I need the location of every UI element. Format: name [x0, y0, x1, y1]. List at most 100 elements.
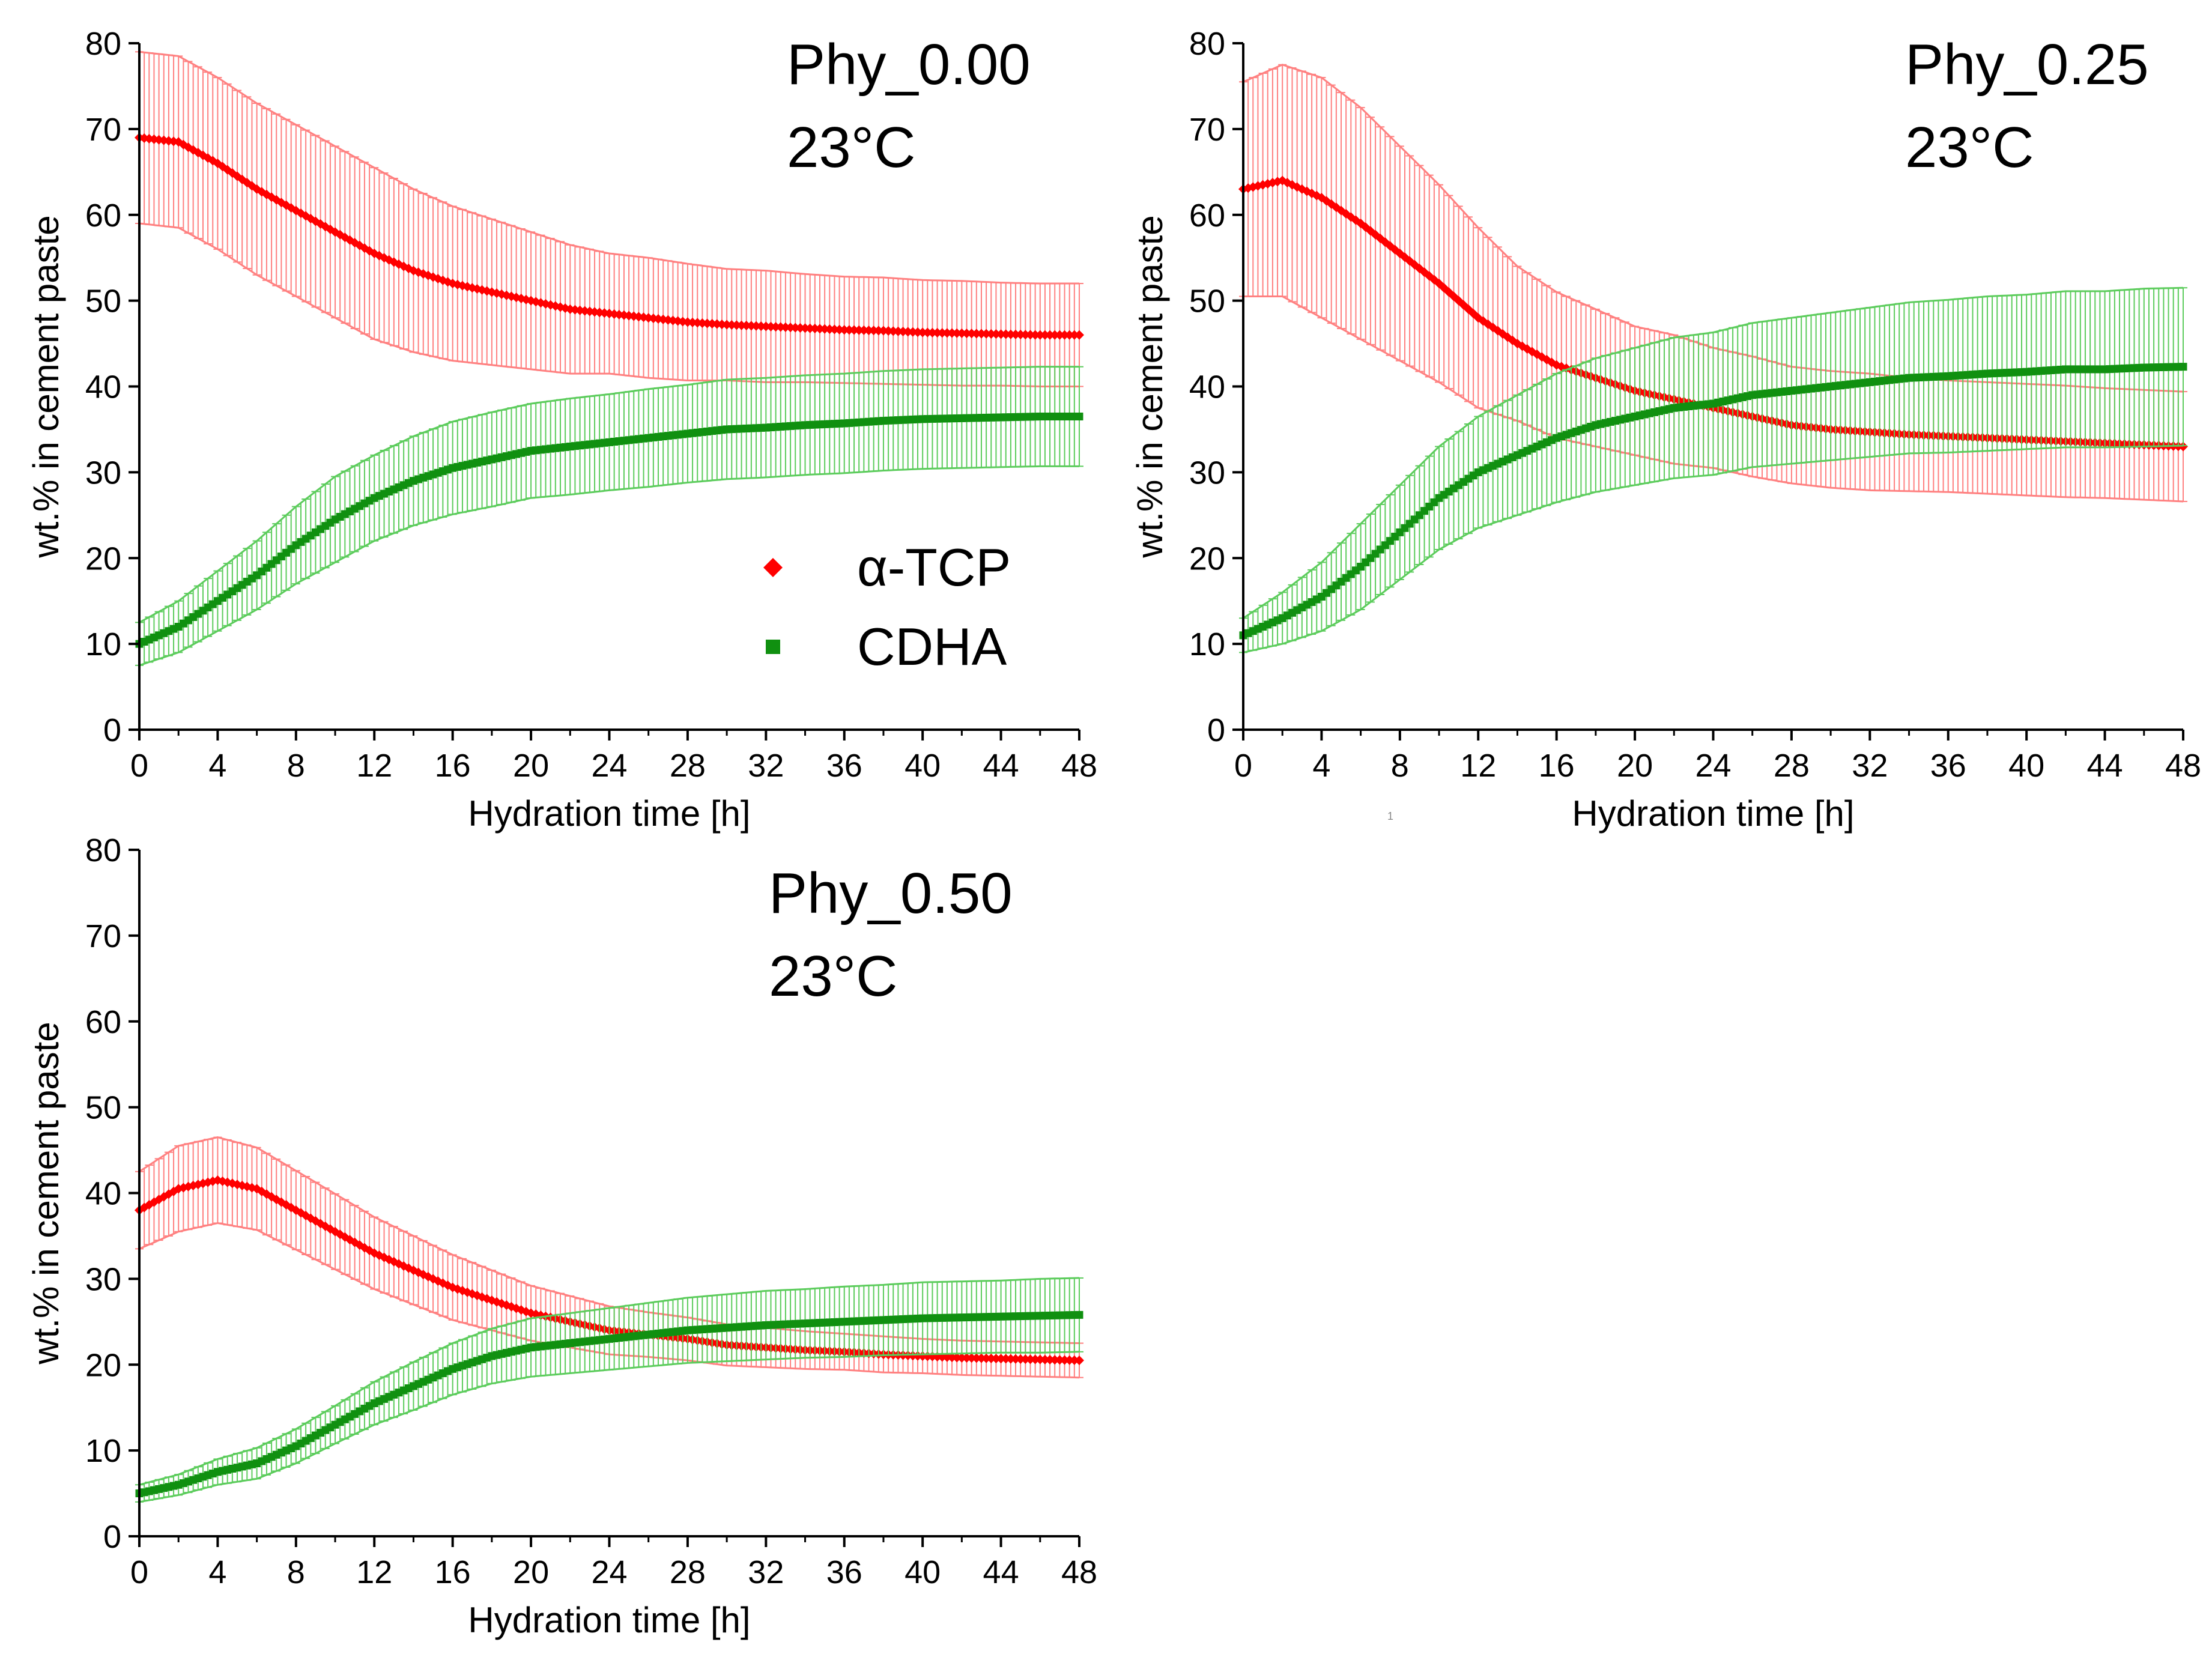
panel-subtitle: 23°C [769, 944, 898, 1008]
x-tick-label: 16 [435, 1554, 471, 1590]
x-tick-label: 44 [2087, 748, 2123, 784]
legend-label: α-TCP [857, 538, 1011, 597]
error-envelope-upper [139, 50, 1079, 285]
panel-subtitle: 23°C [1905, 115, 2034, 180]
data-point-alpha-tcp [536, 298, 546, 308]
series-cdha [135, 366, 1083, 667]
x-tick-label: 20 [1617, 748, 1653, 784]
x-tick-label: 28 [670, 1554, 706, 1590]
series-cdha [135, 1277, 1083, 1503]
data-point-alpha-tcp [1064, 330, 1074, 340]
data-point-alpha-tcp [144, 133, 154, 144]
x-tick-label: 24 [591, 748, 627, 784]
y-tick-label: 20 [1189, 541, 1225, 577]
y-tick-label: 50 [1189, 283, 1225, 320]
x-tick-label: 28 [670, 748, 706, 784]
x-tick-label: 36 [826, 748, 862, 784]
x-tick-label: 44 [983, 1554, 1019, 1590]
x-tick-label: 8 [287, 748, 305, 784]
x-tick-label: 48 [1061, 748, 1097, 784]
y-tick-label: 30 [85, 455, 121, 491]
y-axis-label: wt.% in cement paste [26, 215, 66, 558]
x-tick-label: 32 [748, 748, 784, 784]
y-tick-label: 40 [1189, 369, 1225, 405]
y-tick-label: 10 [1189, 626, 1225, 662]
y-tick-label: 60 [85, 198, 121, 234]
panel-title: Phy_0.25 [1905, 32, 2149, 97]
y-tick-label: 0 [1207, 712, 1225, 748]
y-tick-label: 20 [85, 1347, 121, 1383]
y-tick-label: 50 [85, 283, 121, 320]
x-tick-label: 24 [1695, 748, 1731, 784]
data-point-alpha-tcp [1074, 330, 1084, 340]
y-tick-label: 0 [103, 1519, 121, 1555]
data-point-alpha-tcp [301, 1211, 311, 1221]
x-axis-label: Hydration time [h] [1572, 793, 1854, 834]
y-tick-label: 10 [85, 1433, 121, 1469]
panel-subtitle: 23°C [787, 115, 916, 180]
legend-label: CDHA [857, 617, 1007, 676]
y-axis-label: wt.% in cement paste [1130, 215, 1170, 558]
data-point-alpha-tcp [1055, 330, 1065, 340]
data-point-alpha-tcp [1045, 330, 1055, 340]
error-envelope-upper [1243, 286, 2184, 619]
x-tick-label: 32 [748, 1554, 784, 1590]
data-point-alpha-tcp [144, 1200, 154, 1210]
x-tick-label: 40 [2008, 748, 2044, 784]
x-tick-label: 36 [826, 1554, 862, 1590]
x-tick-label: 48 [2165, 748, 2201, 784]
stray-mark: 1 [1387, 810, 1393, 822]
y-tick-label: 60 [85, 1004, 121, 1040]
y-tick-label: 50 [85, 1090, 121, 1126]
x-tick-label: 8 [287, 1554, 305, 1590]
x-tick-label: 12 [356, 1554, 392, 1590]
data-point-alpha-tcp [1074, 1355, 1084, 1366]
y-tick-label: 80 [1189, 26, 1225, 62]
x-tick-label: 0 [130, 748, 148, 784]
x-tick-label: 40 [904, 1554, 941, 1590]
panel-title: Phy_0.00 [787, 32, 1031, 97]
y-tick-label: 70 [85, 112, 121, 148]
x-tick-label: 24 [591, 1554, 627, 1590]
y-tick-label: 0 [103, 712, 121, 748]
y-tick-label: 60 [1189, 198, 1225, 234]
data-point-cdha [1075, 413, 1083, 421]
y-tick-label: 80 [85, 832, 121, 868]
y-tick-label: 40 [85, 369, 121, 405]
data-point-alpha-tcp [1059, 330, 1070, 340]
x-tick-label: 48 [1061, 1554, 1097, 1590]
x-tick-label: 16 [435, 748, 471, 784]
data-point-alpha-tcp [1040, 330, 1050, 340]
legend-marker-square [766, 640, 780, 654]
error-envelope-lower [139, 1351, 1080, 1503]
x-tick-label: 28 [1774, 748, 1810, 784]
x-tick-label: 12 [1460, 748, 1496, 784]
x-tick-label: 16 [1539, 748, 1575, 784]
x-tick-label: 40 [904, 748, 941, 784]
x-tick-label: 4 [1312, 748, 1330, 784]
y-tick-label: 70 [85, 918, 121, 954]
series-alpha-tcp [135, 50, 1084, 387]
legend: α-TCP CDHA [763, 538, 1011, 676]
x-axis-label: Hydration time [h] [468, 1600, 750, 1640]
data-point-alpha-tcp [301, 211, 311, 221]
y-tick-label: 30 [85, 1261, 121, 1297]
x-tick-label: 20 [513, 748, 549, 784]
x-tick-label: 12 [356, 748, 392, 784]
error-envelope-upper [139, 1277, 1080, 1486]
x-axis-label: Hydration time [h] [468, 793, 750, 834]
y-tick-label: 30 [1189, 455, 1225, 491]
error-envelope-lower [139, 465, 1079, 667]
panel-title: Phy_0.50 [769, 861, 1013, 925]
data-point-alpha-tcp [1069, 330, 1079, 340]
y-tick-label: 20 [85, 541, 121, 577]
data-point-alpha-tcp [1035, 330, 1045, 340]
series-cdha [1239, 286, 2187, 653]
x-tick-label: 4 [208, 748, 226, 784]
x-tick-label: 8 [1391, 748, 1409, 784]
data-point-cdha [1075, 1310, 1083, 1319]
x-tick-label: 0 [1234, 748, 1252, 784]
